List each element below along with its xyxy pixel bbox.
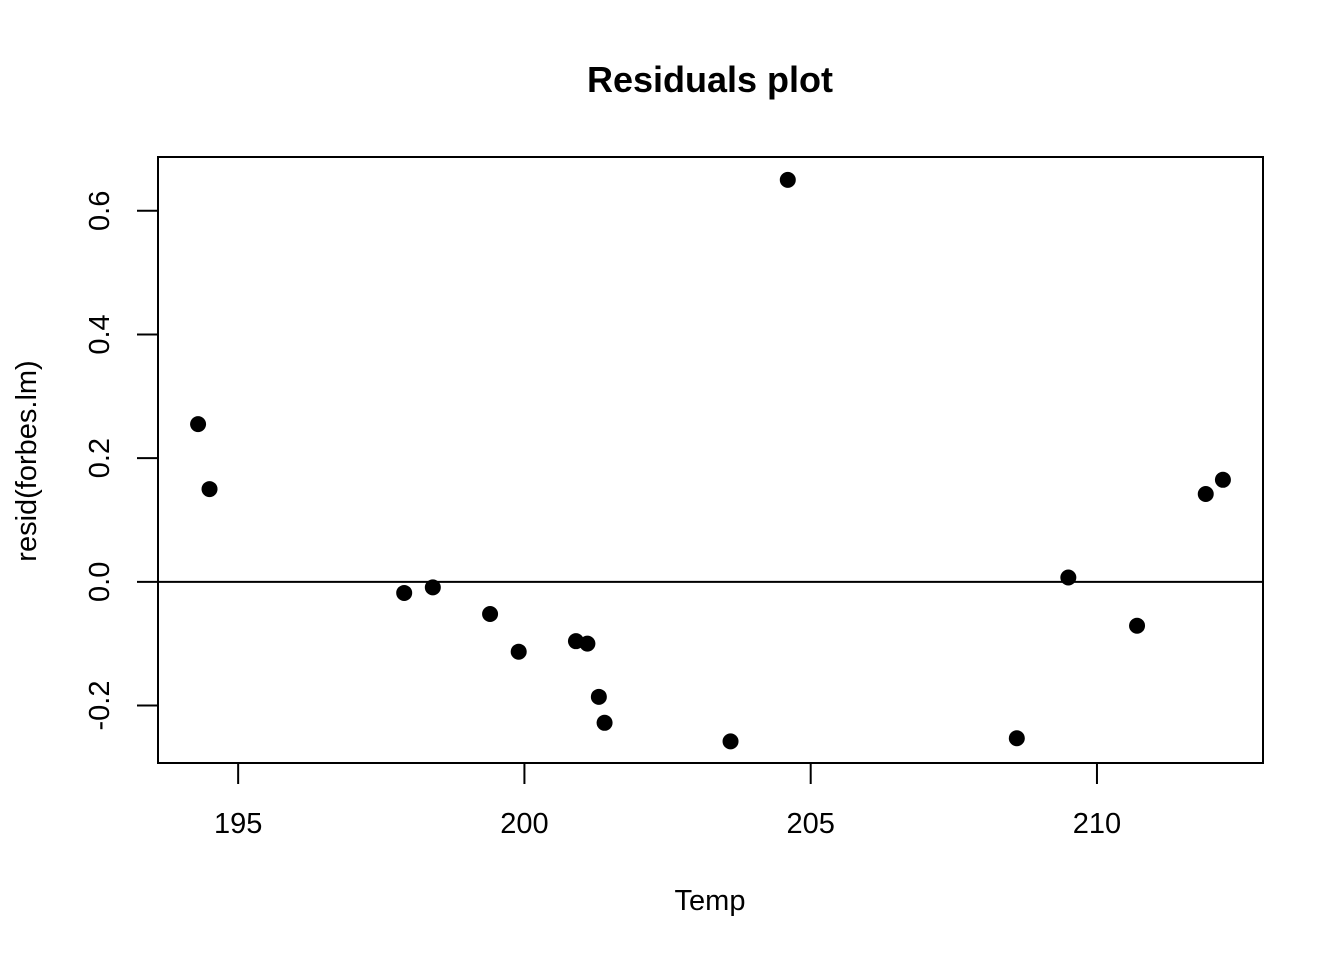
- data-point: [1197, 486, 1214, 503]
- y-axis-label: resid(forbes.lm): [11, 360, 43, 561]
- data-point: [779, 171, 796, 188]
- data-point: [590, 688, 607, 705]
- x-axis: 195 200 205 210: [214, 762, 1121, 840]
- x-tick-label: 195: [214, 808, 262, 840]
- x-tick-label: 210: [1073, 808, 1121, 840]
- data-point: [482, 605, 499, 622]
- data-point: [596, 714, 613, 731]
- y-axis: -0.2 0.0 0.2 0.4 0.6: [84, 191, 159, 730]
- x-tick-label: 200: [500, 808, 548, 840]
- data-point: [1214, 471, 1231, 488]
- data-points: [190, 171, 1231, 750]
- y-tick-label: 0.4: [84, 314, 116, 354]
- chart-title: Residuals plot: [587, 59, 833, 100]
- data-point: [396, 584, 413, 601]
- data-point: [579, 635, 596, 652]
- plot-frame: [157, 156, 1264, 764]
- data-point: [722, 733, 739, 750]
- data-point: [190, 416, 207, 433]
- data-point: [201, 481, 218, 498]
- y-tick-label: -0.2: [84, 680, 116, 730]
- data-point: [1060, 569, 1077, 586]
- y-tick-label: 0.0: [84, 562, 116, 602]
- y-tick-label: 0.6: [84, 191, 116, 231]
- x-tick-label: 205: [786, 808, 834, 840]
- data-point: [424, 579, 441, 596]
- y-tick-label: 0.2: [84, 438, 116, 478]
- data-point: [510, 643, 527, 660]
- data-point: [1008, 730, 1025, 747]
- x-axis-label: Temp: [675, 885, 746, 917]
- data-point: [1129, 617, 1146, 634]
